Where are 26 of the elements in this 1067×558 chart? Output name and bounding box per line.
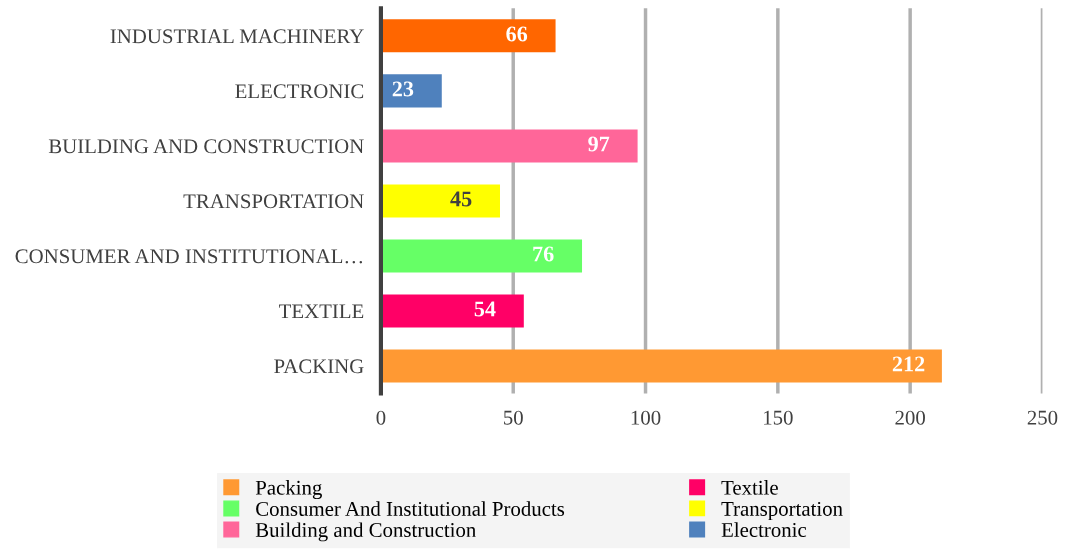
y-tick-label: PACKING: [274, 359, 364, 374]
data-label: 54: [474, 301, 496, 317]
y-tick-label: CONSUMER AND INSTITUTIONAL…: [15, 249, 363, 264]
legend-label: Building and Construction: [255, 522, 476, 542]
y-tick-label: TEXTILE: [279, 304, 364, 319]
legend-label: Textile: [721, 480, 778, 495]
y-tick-label: INDUSTRIAL MACHINERY: [110, 29, 364, 44]
data-label: 76: [533, 246, 554, 262]
y-tick-label: ELECTRONIC: [235, 84, 364, 99]
x-tick-label: 100: [631, 410, 661, 425]
legend-label: Transportation: [721, 501, 843, 521]
data-label: 212: [892, 356, 925, 372]
legend-label: Packing: [255, 480, 322, 500]
x-tick-label: 50: [504, 410, 523, 425]
x-tick-label: 200: [895, 410, 925, 425]
data-label: 45: [450, 191, 472, 207]
data-label: 23: [392, 81, 414, 97]
legend-label: Consumer And Institutional Products: [256, 501, 565, 516]
y-tick-label: TRANSPORTATION: [183, 194, 364, 209]
legend-label: Electronic: [721, 522, 807, 537]
y-tick-label: BUILDING AND CONSTRUCTION: [48, 139, 364, 154]
x-tick-label: 0: [376, 410, 386, 425]
x-tick-label: 150: [764, 410, 793, 425]
data-label: 66: [506, 26, 528, 42]
x-tick-label: 250: [1027, 410, 1058, 425]
data-label: 97: [588, 136, 610, 152]
